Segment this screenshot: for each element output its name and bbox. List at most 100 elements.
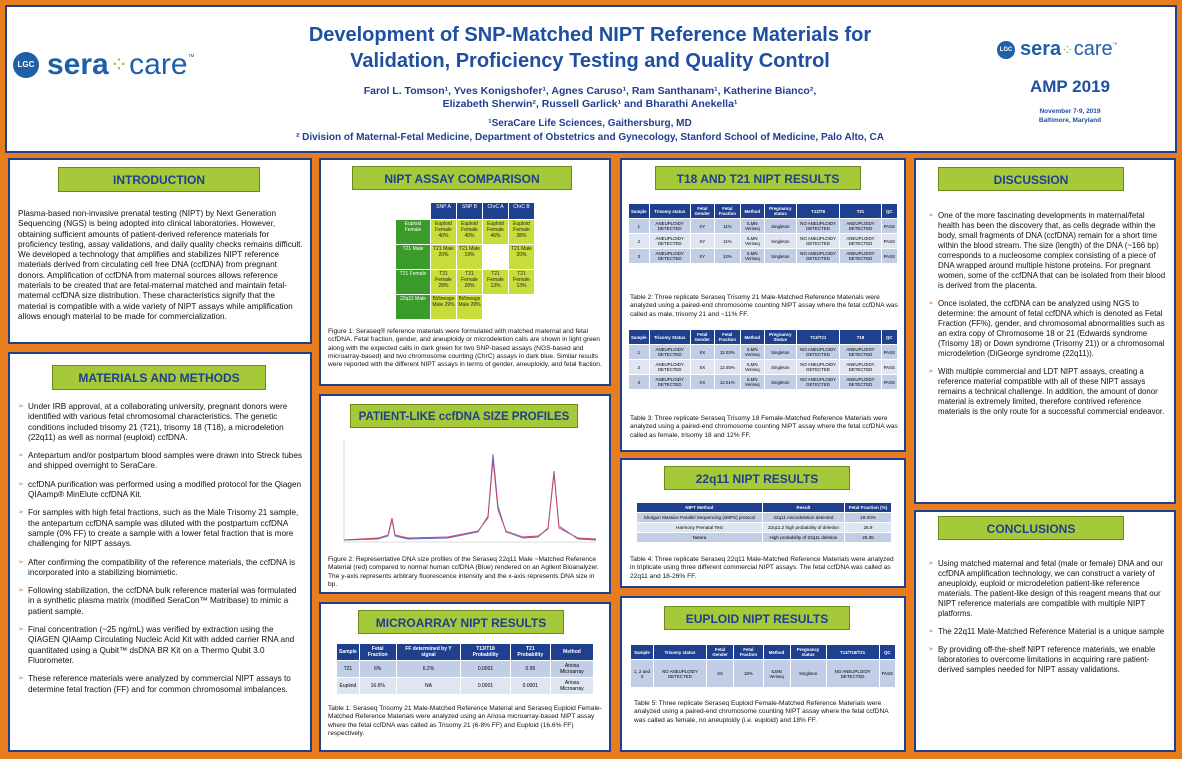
- col-header: Method: [762, 644, 791, 660]
- cell: Harmony Prenatal Test: [636, 522, 763, 533]
- cell: 12.01%: [713, 374, 741, 390]
- profiles-heading: PATIENT-LIKE ccfDNA SIZE PROFILES: [350, 404, 578, 428]
- assay-col-header: ChrC A: [483, 203, 508, 219]
- methods-bullet: For samples with high fetal fractions, s…: [18, 508, 304, 549]
- sera-word: sera: [47, 48, 109, 81]
- cell: 6%: [358, 660, 397, 678]
- conclusions-list: Using matched maternal and fetal (male o…: [928, 559, 1168, 683]
- assay-cell: T21 Male 19%: [457, 245, 482, 269]
- cell: 22q11.2 high probability of deletion: [761, 522, 845, 533]
- col-header: QC: [880, 203, 899, 219]
- cell: ILMN Veriseq: [739, 344, 765, 360]
- authors: Farol L. Tomson¹, Yves Konigshofer¹, Agn…: [220, 85, 960, 111]
- t18-table: Sample Trisomy Status Fetal Gender Fetal…: [628, 329, 899, 390]
- grid-corner: [396, 203, 430, 219]
- table-row: 1 ANEUPLOIDY DETECTED XY 11% ILMN Verise…: [628, 218, 899, 234]
- col-header: Fetal Fraction: [358, 643, 397, 661]
- size-profile-plot: [338, 436, 600, 548]
- assay-cell: Bi/lineage Male 29%: [431, 295, 456, 319]
- cell: Shotgun Massive Parallel Sequencing (sMP…: [636, 512, 763, 523]
- t18-header-row: Sample Trisomy Status Fetal Gender Fetal…: [628, 329, 899, 345]
- title-line-2: Validation, Proficiency Testing and Qual…: [350, 50, 830, 72]
- cell: ANEUPLOIDY DETECTED: [648, 344, 691, 360]
- cell: NO ANEUPLOIDY DETECTED: [795, 233, 841, 249]
- cell: Singleton: [763, 233, 797, 249]
- affiliation-2: ² Division of Maternal-Fetal Medicine, D…: [296, 132, 884, 143]
- cell: ANEUPLOIDY DETECTED: [839, 218, 882, 234]
- col-header: Trisomy Status: [648, 329, 691, 345]
- methods-bullet: These reference materials were analyzed …: [18, 674, 304, 695]
- conclusions-bullet: Using matched maternal and fetal (male o…: [928, 559, 1168, 619]
- table-2-caption: Table 2: Three replicate Seraseq Trisomy…: [630, 294, 898, 318]
- assay-cell: [483, 295, 508, 319]
- table-row: Shotgun Massive Parallel Sequencing (sMP…: [636, 512, 893, 523]
- t21-table: Sample Trisomy status Fetal Gender Fetal…: [628, 203, 899, 264]
- cell: 16.6%: [358, 677, 397, 695]
- methods-list: Under IRB approval, at a collaborating u…: [18, 402, 304, 703]
- col-header: Trisomy status: [648, 203, 691, 219]
- col-header: Fetal Gender: [689, 203, 715, 219]
- assay-cell: T21 Female 28%: [431, 270, 456, 294]
- col-header: QC: [880, 329, 899, 345]
- col-header: Sample: [628, 329, 650, 345]
- q11-heading: 22q11 NIPT RESULTS: [664, 466, 850, 490]
- cell: NO ANEUPLOIDY DETECTED: [825, 659, 880, 688]
- lgc-logo: LGC: [13, 52, 39, 78]
- col-header: T13/T8: [795, 203, 841, 219]
- cell: PASS: [880, 218, 899, 234]
- col-header: NIPT Method: [636, 502, 763, 513]
- lgc-logo-small: LGC: [997, 40, 1015, 59]
- cell: XX: [689, 344, 715, 360]
- assay-cell: [483, 245, 508, 269]
- care-word: care: [129, 48, 188, 81]
- methods-bullet: Following stabilization, the ccfDNA bulk…: [18, 586, 304, 617]
- cell: ANEUPLOIDY DETECTED: [839, 374, 882, 390]
- header-panel: [5, 5, 1177, 153]
- assay-heading: NIPT ASSAY COMPARISON: [352, 166, 572, 190]
- cell: PASS: [880, 248, 899, 264]
- microarray-header-row: Sample Fetal Fraction FF determined by Y…: [336, 643, 595, 661]
- cell: PASS: [880, 359, 899, 375]
- col-header: Result: [761, 502, 845, 513]
- cell: 18-20%: [843, 512, 893, 523]
- cell: ILMN Veriseq: [739, 374, 765, 390]
- cell: ANEUPLOIDY DETECTED: [648, 374, 691, 390]
- cell: 2: [628, 233, 650, 249]
- assay-col-header: SNP B: [457, 203, 482, 219]
- col-header: Pregnancy Status: [763, 329, 797, 345]
- assay-cell: T21 Female 13%: [509, 270, 534, 294]
- q11-table: NIPT Method Result Fetal Fraction (%) Sh…: [636, 502, 893, 543]
- table-row: 1, 2 and 3 NO ANEUPLOIDY DETECTED XX 18%…: [630, 659, 897, 688]
- table-3-caption: Table 3: Three replicate Seraseq Trisomy…: [630, 415, 898, 439]
- cell: PASS: [878, 659, 897, 688]
- assay-cell: T21 Male 20%: [431, 245, 456, 269]
- col-header: T21: [839, 203, 882, 219]
- cell: 0.99: [509, 660, 551, 678]
- col-header: T13/T21: [795, 329, 841, 345]
- cell: PASS: [880, 233, 899, 249]
- col-header: Sample: [628, 203, 650, 219]
- col-header: T21 Probability: [509, 643, 551, 661]
- col-header: T13/T18/T21: [825, 644, 880, 660]
- cell: 1: [628, 344, 650, 360]
- col-header: Fetal Fraction: [713, 329, 741, 345]
- cell: ANEUPLOIDY DETECTED: [839, 233, 882, 249]
- cell: XY: [689, 248, 715, 264]
- col-header: Pregnancy status: [763, 203, 797, 219]
- assay-cell: Euploid Female 40%: [457, 220, 482, 244]
- cell: 2: [628, 359, 650, 375]
- microarray-heading: MICROARRAY NIPT RESULTS: [358, 610, 564, 634]
- assay-cell: T21 Male 20%: [509, 245, 534, 269]
- cell: Singleton: [789, 659, 827, 688]
- cell: 22q11 microdeletion detected: [761, 512, 845, 523]
- cell: NO ANEUPLOIDY DETECTED: [652, 659, 707, 688]
- cell: NO ANEUPLOIDY DETECTED: [795, 344, 841, 360]
- col-header: Method: [549, 643, 595, 661]
- cell: NO ANEUPLOIDY DETECTED: [795, 248, 841, 264]
- cell: 3: [628, 374, 650, 390]
- trademark-small: ™: [1112, 42, 1118, 48]
- conclusions-bullet: By providing off-the-shelf NIPT referenc…: [928, 645, 1168, 675]
- methods-bullet: ccfDNA purification was performed using …: [18, 480, 304, 501]
- cell: PASS: [880, 344, 899, 360]
- cell: Ariosa Microarray: [549, 660, 595, 678]
